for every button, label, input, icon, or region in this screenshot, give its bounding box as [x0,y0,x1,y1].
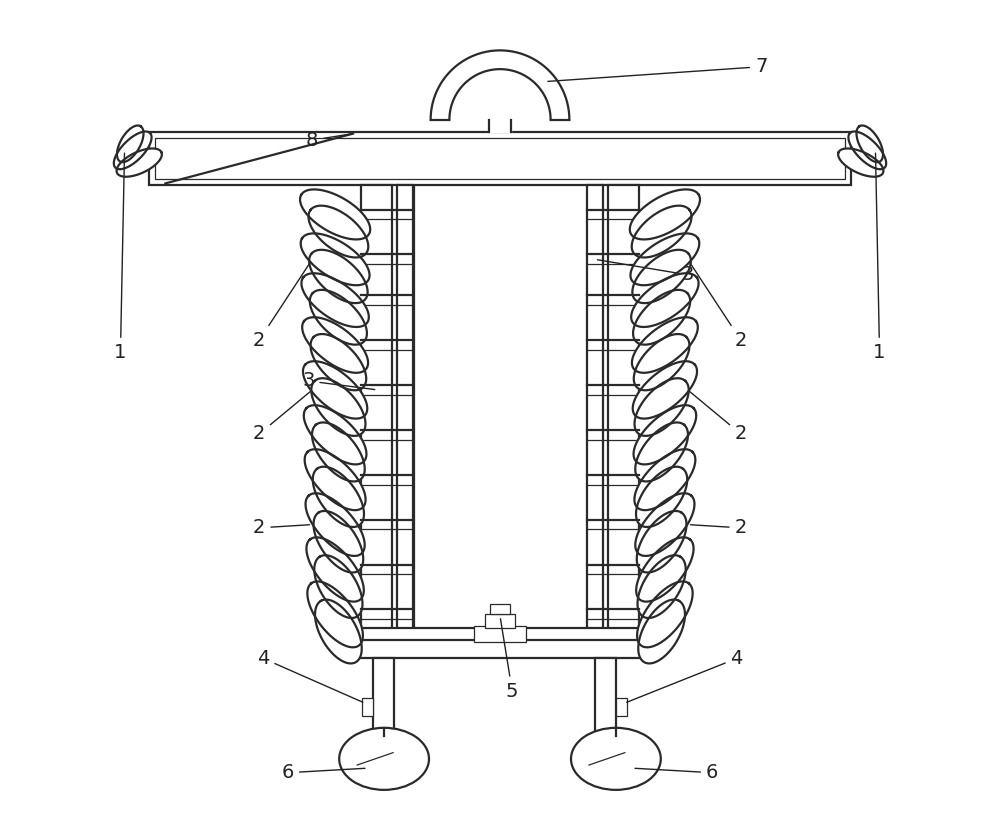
Polygon shape [635,493,694,556]
Text: 4: 4 [257,649,363,702]
Polygon shape [636,467,687,527]
Polygon shape [632,250,691,303]
Polygon shape [856,125,883,162]
Text: 2: 2 [691,518,747,537]
Polygon shape [312,423,365,482]
Text: 2: 2 [253,518,309,537]
Bar [485,613,515,628]
Bar [353,640,647,658]
Text: 6: 6 [282,763,365,782]
Text: 1: 1 [873,153,886,362]
Polygon shape [637,581,693,647]
Bar [587,185,603,642]
Polygon shape [117,125,144,162]
Polygon shape [638,600,685,663]
Bar [361,185,392,642]
Polygon shape [431,50,569,120]
Polygon shape [313,467,364,527]
Polygon shape [311,378,365,436]
Bar [373,658,394,736]
Bar [362,698,373,716]
Polygon shape [634,405,696,464]
Polygon shape [304,405,366,464]
Polygon shape [636,537,694,602]
Bar [361,628,639,642]
Polygon shape [314,511,363,572]
Bar [616,698,627,716]
Bar [608,185,639,642]
Bar [397,185,413,642]
Bar [595,658,616,736]
Polygon shape [301,274,369,327]
Text: 2: 2 [253,261,311,350]
Text: 1: 1 [114,153,127,362]
Polygon shape [307,581,363,647]
Polygon shape [309,250,368,303]
Polygon shape [630,233,699,285]
Polygon shape [637,511,686,572]
Polygon shape [838,148,883,177]
Polygon shape [631,274,699,327]
Polygon shape [308,206,368,257]
Bar [155,138,845,179]
Polygon shape [848,132,886,170]
Polygon shape [303,361,367,419]
Text: 3: 3 [302,372,375,391]
Polygon shape [635,423,688,482]
Text: 2: 2 [689,261,747,350]
Polygon shape [489,120,511,132]
Bar [490,604,510,613]
Polygon shape [114,132,152,170]
Ellipse shape [571,728,661,790]
Polygon shape [117,148,162,177]
Polygon shape [638,555,686,618]
Polygon shape [633,361,697,419]
Polygon shape [635,378,689,436]
Polygon shape [301,233,370,285]
Polygon shape [314,555,362,618]
Polygon shape [305,450,366,510]
Polygon shape [630,189,700,239]
Polygon shape [306,537,364,602]
Polygon shape [311,334,366,391]
Text: 4: 4 [627,649,743,703]
Text: 2: 2 [253,391,310,443]
Polygon shape [632,206,692,257]
Text: 7: 7 [548,57,767,81]
Polygon shape [632,317,698,373]
Polygon shape [306,493,365,556]
Text: 6: 6 [635,763,718,782]
Polygon shape [634,450,695,510]
Polygon shape [633,290,690,345]
Text: 5: 5 [500,618,518,700]
Polygon shape [300,189,370,239]
Ellipse shape [339,728,429,790]
Text: 2: 2 [690,391,747,443]
Text: 3: 3 [597,260,694,284]
Bar [414,185,586,642]
Polygon shape [634,334,689,391]
Bar [149,132,851,185]
Polygon shape [302,317,368,373]
Text: 8: 8 [306,131,350,150]
Polygon shape [315,600,362,663]
Bar [474,626,526,642]
Polygon shape [310,290,367,345]
